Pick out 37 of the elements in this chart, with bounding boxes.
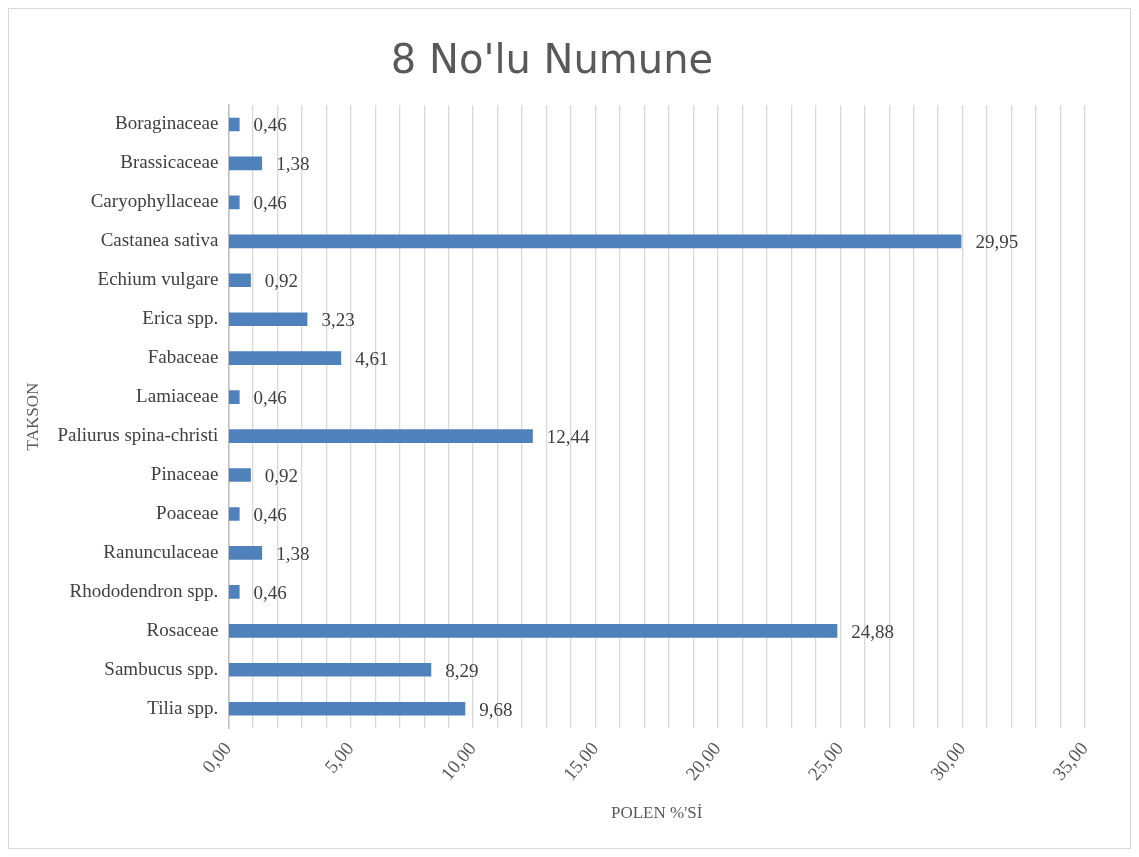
data-label: 0,92	[264, 270, 299, 292]
x-tick-label: 0,00	[197, 737, 236, 777]
data-label: 1,38	[276, 542, 310, 564]
y-tick-label: Rosaceae	[146, 618, 219, 640]
data-label: 1,38	[276, 153, 310, 175]
y-tick-label: Sambucus spp.	[104, 657, 219, 679]
data-label: 0,46	[253, 192, 287, 214]
data-label: 8,29	[445, 659, 479, 681]
y-tick-label: Fabaceae	[147, 346, 219, 368]
y-tick-label: Pinaceae	[150, 463, 219, 485]
y-axis-title: TAKSON	[22, 382, 42, 451]
y-tick-label: Paliurus spina-christi	[57, 424, 219, 446]
y-tick-label: Caryophyllaceae	[90, 190, 219, 212]
data-label: 12,44	[546, 426, 591, 448]
y-tick-label: Poaceae	[156, 501, 219, 523]
x-axis-title: POLEN %'Sİ	[610, 803, 703, 823]
y-tick-label: Erica spp.	[142, 307, 219, 329]
data-label: 0,46	[253, 114, 287, 136]
y-tick-label: Tilia spp.	[147, 696, 219, 718]
y-tick-label: Rhododendron spp.	[69, 579, 219, 601]
y-tick-label: Brassicaceae	[120, 151, 219, 173]
data-label: 0,92	[264, 465, 299, 487]
y-tick-label: Castanea sativa	[100, 229, 219, 251]
data-label: 29,95	[975, 231, 1019, 253]
data-label: 0,46	[253, 503, 287, 525]
y-tick-label: Boraginaceae	[114, 112, 219, 134]
y-tick-label: Ranunculaceae	[103, 540, 219, 562]
data-label: 4,61	[355, 348, 389, 370]
chart-title: 8 No'lu Numune	[390, 36, 714, 83]
data-label: 24,88	[851, 620, 895, 642]
data-label: 9,68	[479, 698, 513, 720]
y-tick-label: Lamiaceae	[136, 385, 219, 407]
y-tick-label: Echium vulgare	[97, 268, 219, 290]
data-label: 0,46	[253, 581, 287, 603]
data-label: 0,46	[253, 387, 287, 409]
x-tick-label: 5,00	[320, 737, 358, 777]
data-label: 3,23	[321, 309, 355, 331]
